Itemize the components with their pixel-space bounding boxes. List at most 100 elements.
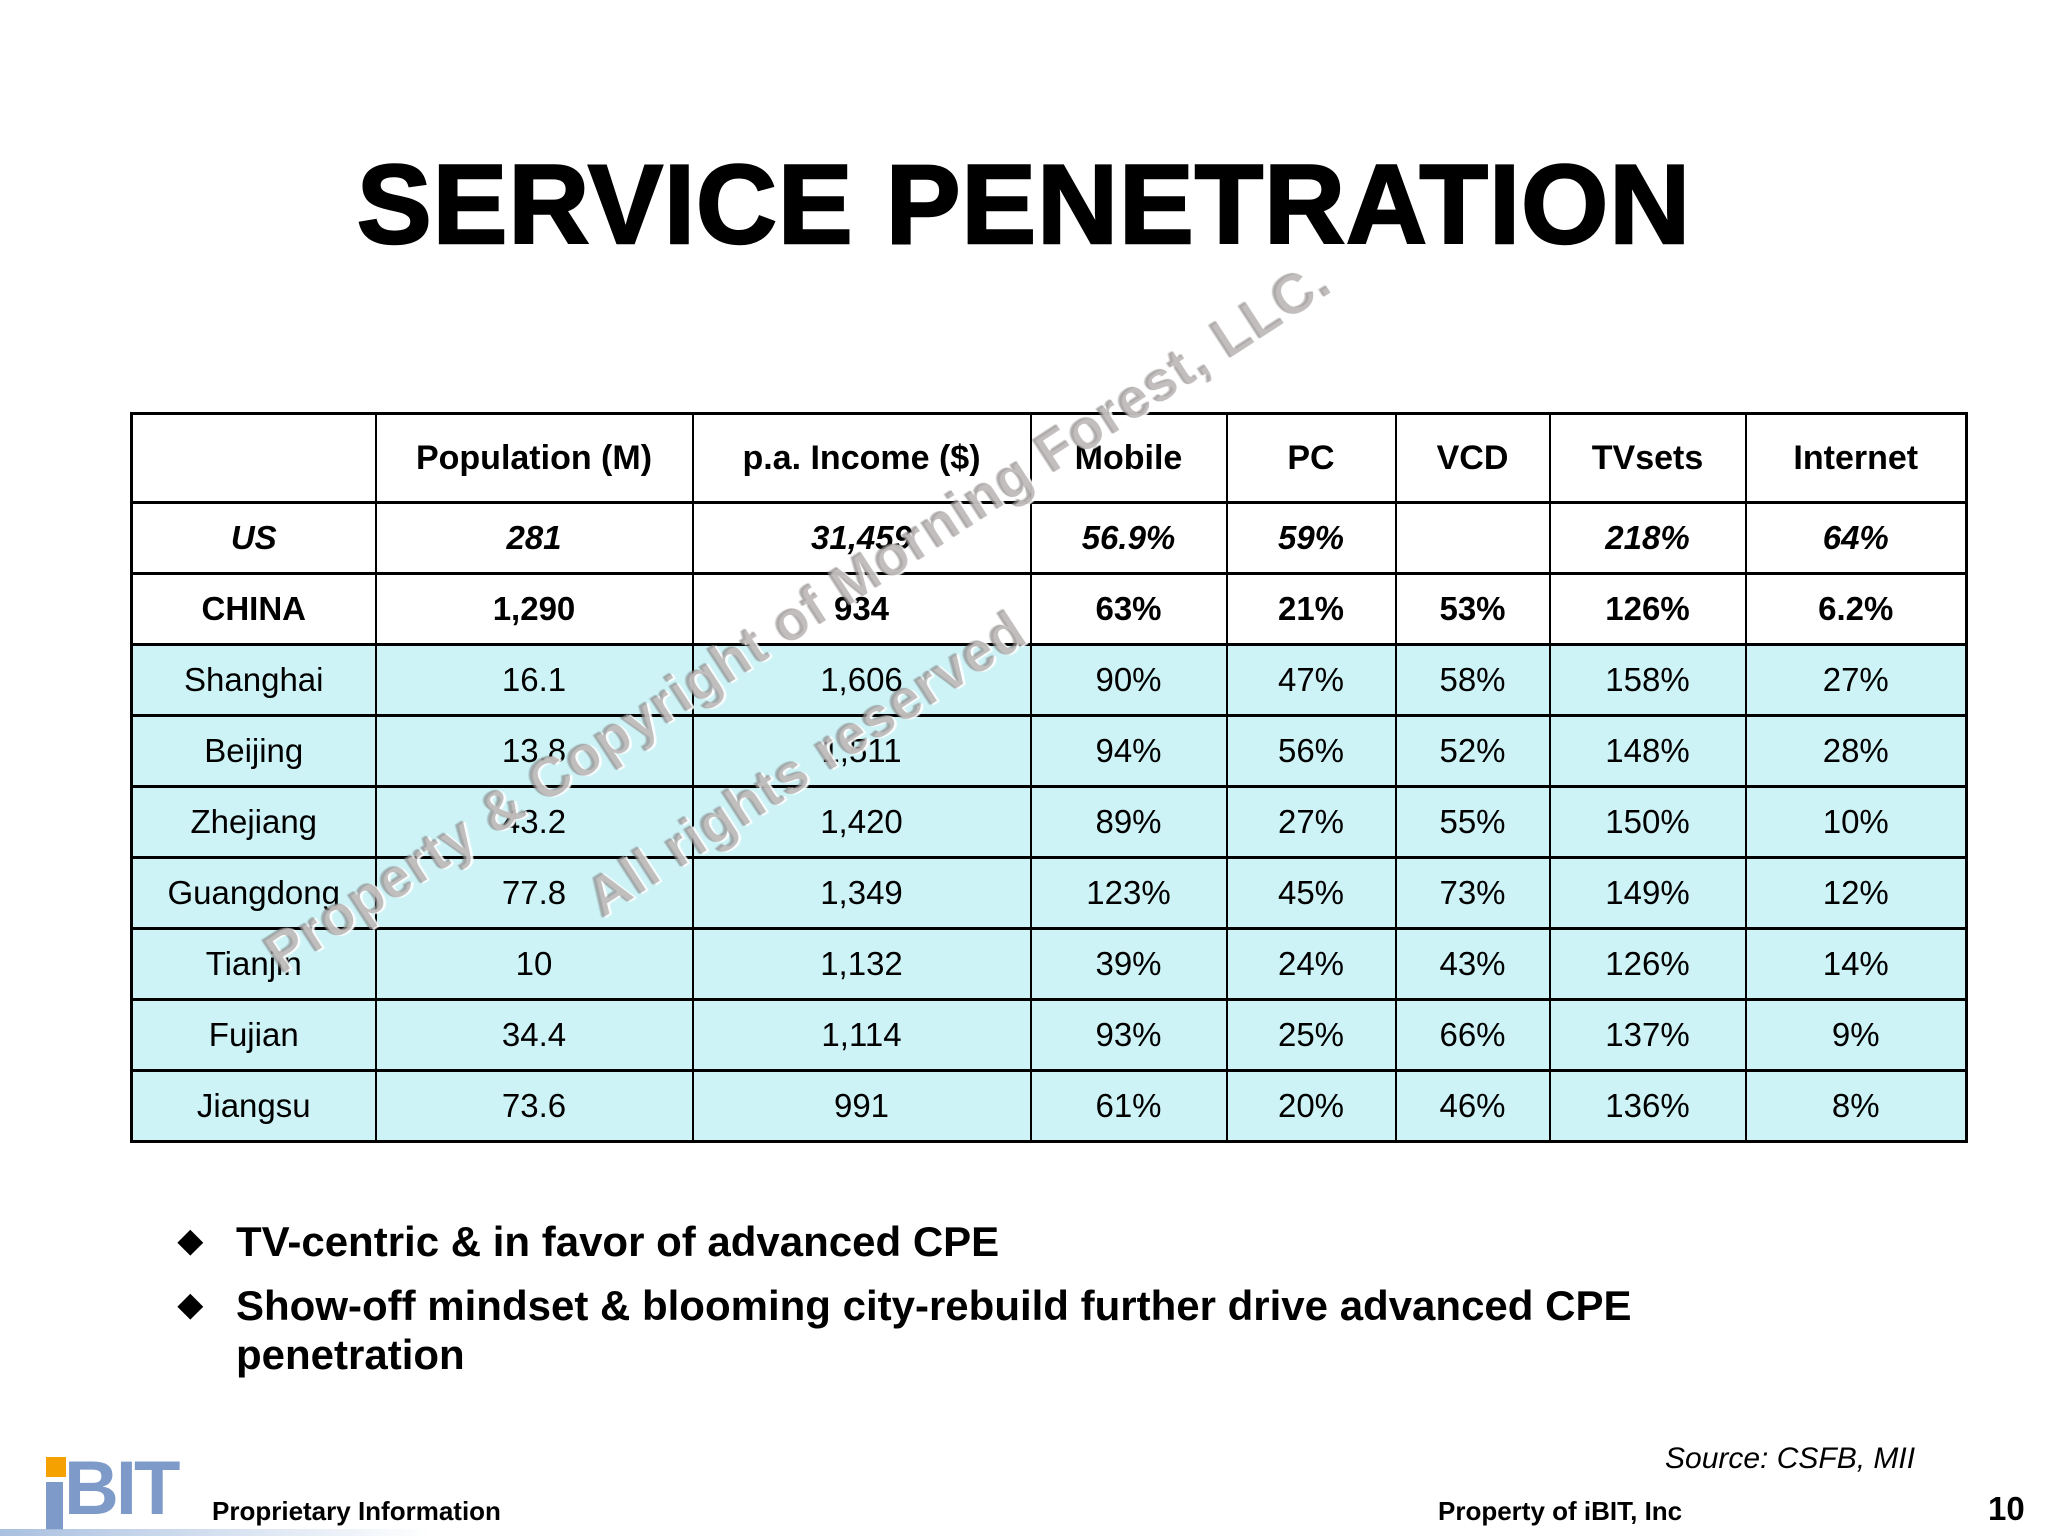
bullet-item: ◆ Show-off mindset & blooming city-rebui… xyxy=(178,1282,1796,1379)
page-number: 10 xyxy=(1988,1490,2025,1527)
data-cell: 10% xyxy=(1744,785,1968,859)
ibit-logo: BIT xyxy=(34,1446,254,1532)
data-cell: 28% xyxy=(1744,714,1968,788)
table-row: Shanghai 16.1 1,606 90% 47% 58% 158% 27% xyxy=(130,643,1968,717)
data-cell: 27% xyxy=(1225,785,1397,859)
data-cell: 90% xyxy=(1029,643,1228,717)
data-cell: 8% xyxy=(1744,1069,1968,1143)
col-header-mobile: Mobile xyxy=(1029,412,1228,504)
col-header-income: p.a. Income ($) xyxy=(691,412,1032,504)
data-cell: 77.8 xyxy=(374,856,694,930)
data-cell: 14% xyxy=(1744,927,1968,1001)
bottom-accent-strip xyxy=(0,1529,430,1536)
data-cell: 52% xyxy=(1394,714,1551,788)
data-cell: 148% xyxy=(1548,714,1747,788)
data-cell: 126% xyxy=(1548,927,1747,1001)
data-cell: 10 xyxy=(374,927,694,1001)
data-cell: 89% xyxy=(1029,785,1228,859)
data-cell: 21% xyxy=(1225,572,1397,646)
bullet-text: Show-off mindset & blooming city-rebuild… xyxy=(236,1282,1632,1378)
data-cell: 64% xyxy=(1744,501,1968,575)
data-cell: 34.4 xyxy=(374,998,694,1072)
table-row: Guangdong 77.8 1,349 123% 45% 73% 149% 1… xyxy=(130,856,1968,930)
data-cell: 1,420 xyxy=(691,785,1032,859)
table-row: CHINA 1,290 934 63% 21% 53% 126% 6.2% xyxy=(130,572,1968,646)
data-cell: 24% xyxy=(1225,927,1397,1001)
data-cell: 47% xyxy=(1225,643,1397,717)
source-note: Source: CSFB, MII xyxy=(1665,1442,1916,1475)
row-label: CHINA xyxy=(130,572,377,646)
data-cell: 31,459 xyxy=(691,501,1032,575)
data-cell: 93% xyxy=(1029,998,1228,1072)
col-header-vcd: VCD xyxy=(1394,412,1551,504)
data-cell: 16.1 xyxy=(374,643,694,717)
data-cell: 934 xyxy=(691,572,1032,646)
col-header-tvsets: TVsets xyxy=(1548,412,1747,504)
logo-text: BIT xyxy=(64,1446,180,1531)
data-cell: 43.2 xyxy=(374,785,694,859)
data-cell: 20% xyxy=(1225,1069,1397,1143)
data-cell: 9% xyxy=(1744,998,1968,1072)
data-cell: 25% xyxy=(1225,998,1397,1072)
data-cell: 150% xyxy=(1548,785,1747,859)
data-cell: 43% xyxy=(1394,927,1551,1001)
data-cell: 94% xyxy=(1029,714,1228,788)
data-cell: 149% xyxy=(1548,856,1747,930)
row-label: Beijing xyxy=(130,714,377,788)
row-label: Fujian xyxy=(130,998,377,1072)
row-label: Jiangsu xyxy=(130,1069,377,1143)
logo-i-stem-icon xyxy=(46,1482,63,1530)
data-cell: 56.9% xyxy=(1029,501,1228,575)
col-header-internet: Internet xyxy=(1744,412,1968,504)
data-cell: 1,290 xyxy=(374,572,694,646)
data-cell: 136% xyxy=(1548,1069,1747,1143)
row-label: Tianjin xyxy=(130,927,377,1001)
table-header-row: Population (M) p.a. Income ($) Mobile PC… xyxy=(130,412,1968,504)
col-header-population: Population (M) xyxy=(374,412,694,504)
bullet-list: ◆ TV-centric & in favor of advanced CPE … xyxy=(178,1218,1778,1395)
data-cell: 66% xyxy=(1394,998,1551,1072)
slide-title: SERVICE PENETRATION xyxy=(356,141,1692,269)
data-cell: 12% xyxy=(1744,856,1968,930)
penetration-table: Population (M) p.a. Income ($) Mobile PC… xyxy=(130,412,1968,1143)
table-row: Jiangsu 73.6 991 61% 20% 46% 136% 8% xyxy=(130,1069,1968,1143)
data-cell: 126% xyxy=(1548,572,1747,646)
data-cell: 73.6 xyxy=(374,1069,694,1143)
bullet-item: ◆ TV-centric & in favor of advanced CPE xyxy=(178,1218,1778,1266)
data-cell: 45% xyxy=(1225,856,1397,930)
data-cell: 1,114 xyxy=(691,998,1032,1072)
data-cell: 73% xyxy=(1394,856,1551,930)
data-cell: 55% xyxy=(1394,785,1551,859)
data-cell: 63% xyxy=(1029,572,1228,646)
data-cell: 13.8 xyxy=(374,714,694,788)
data-cell: 46% xyxy=(1394,1069,1551,1143)
data-cell: 39% xyxy=(1029,927,1228,1001)
data-cell: 158% xyxy=(1548,643,1747,717)
footer-proprietary-label: Proprietary Information xyxy=(212,1496,501,1526)
table-row: US 281 31,459 56.9% 59% 218% 64% xyxy=(130,501,1968,575)
data-cell: 59% xyxy=(1225,501,1397,575)
col-header-pc: PC xyxy=(1225,412,1397,504)
data-cell: 281 xyxy=(374,501,694,575)
data-cell: 137% xyxy=(1548,998,1747,1072)
data-cell: 1,132 xyxy=(691,927,1032,1001)
data-cell xyxy=(1394,501,1551,575)
data-cell: 1,349 xyxy=(691,856,1032,930)
data-cell: 61% xyxy=(1029,1069,1228,1143)
data-cell: 1,511 xyxy=(691,714,1032,788)
table-row: Tianjin 10 1,132 39% 24% 43% 126% 14% xyxy=(130,927,1968,1001)
bullet-text: TV-centric & in favor of advanced CPE xyxy=(236,1218,1000,1265)
data-cell: 218% xyxy=(1548,501,1747,575)
table-row: Zhejiang 43.2 1,420 89% 27% 55% 150% 10% xyxy=(130,785,1968,859)
data-cell: 991 xyxy=(691,1069,1032,1143)
data-cell: 53% xyxy=(1394,572,1551,646)
footer-property-label: Property of iBIT, Inc xyxy=(1438,1496,1683,1526)
data-cell: 27% xyxy=(1744,643,1968,717)
col-header-blank xyxy=(130,412,377,504)
data-cell: 6.2% xyxy=(1744,572,1968,646)
table-row: Fujian 34.4 1,114 93% 25% 66% 137% 9% xyxy=(130,998,1968,1072)
data-cell: 58% xyxy=(1394,643,1551,717)
data-cell: 1,606 xyxy=(691,643,1032,717)
row-label: US xyxy=(130,501,377,575)
